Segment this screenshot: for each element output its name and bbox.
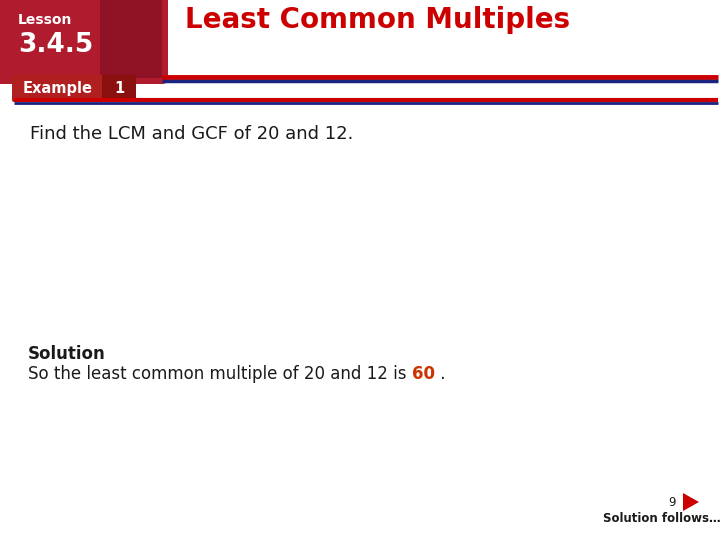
Polygon shape <box>683 493 699 511</box>
Text: So the least common multiple of 20 and 12 is: So the least common multiple of 20 and 1… <box>28 365 412 383</box>
Text: 9: 9 <box>668 496 676 509</box>
Text: .: . <box>435 365 445 383</box>
Text: Lesson: Lesson <box>18 13 73 27</box>
FancyBboxPatch shape <box>102 75 136 102</box>
Text: Least Common Multiples: Least Common Multiples <box>185 6 570 34</box>
Text: Solution: Solution <box>28 345 106 363</box>
Text: 60: 60 <box>412 365 435 383</box>
FancyBboxPatch shape <box>0 0 168 84</box>
Bar <box>100 0 162 78</box>
FancyBboxPatch shape <box>12 75 104 102</box>
Text: Solution follows…: Solution follows… <box>603 511 720 524</box>
Text: Find the LCM and GCF of 20 and 12.: Find the LCM and GCF of 20 and 12. <box>30 125 354 143</box>
Bar <box>0 66 162 78</box>
Bar <box>0 0 12 78</box>
Text: 1: 1 <box>114 81 124 96</box>
Text: 3.4.5: 3.4.5 <box>18 32 94 58</box>
Text: Example: Example <box>23 81 93 96</box>
